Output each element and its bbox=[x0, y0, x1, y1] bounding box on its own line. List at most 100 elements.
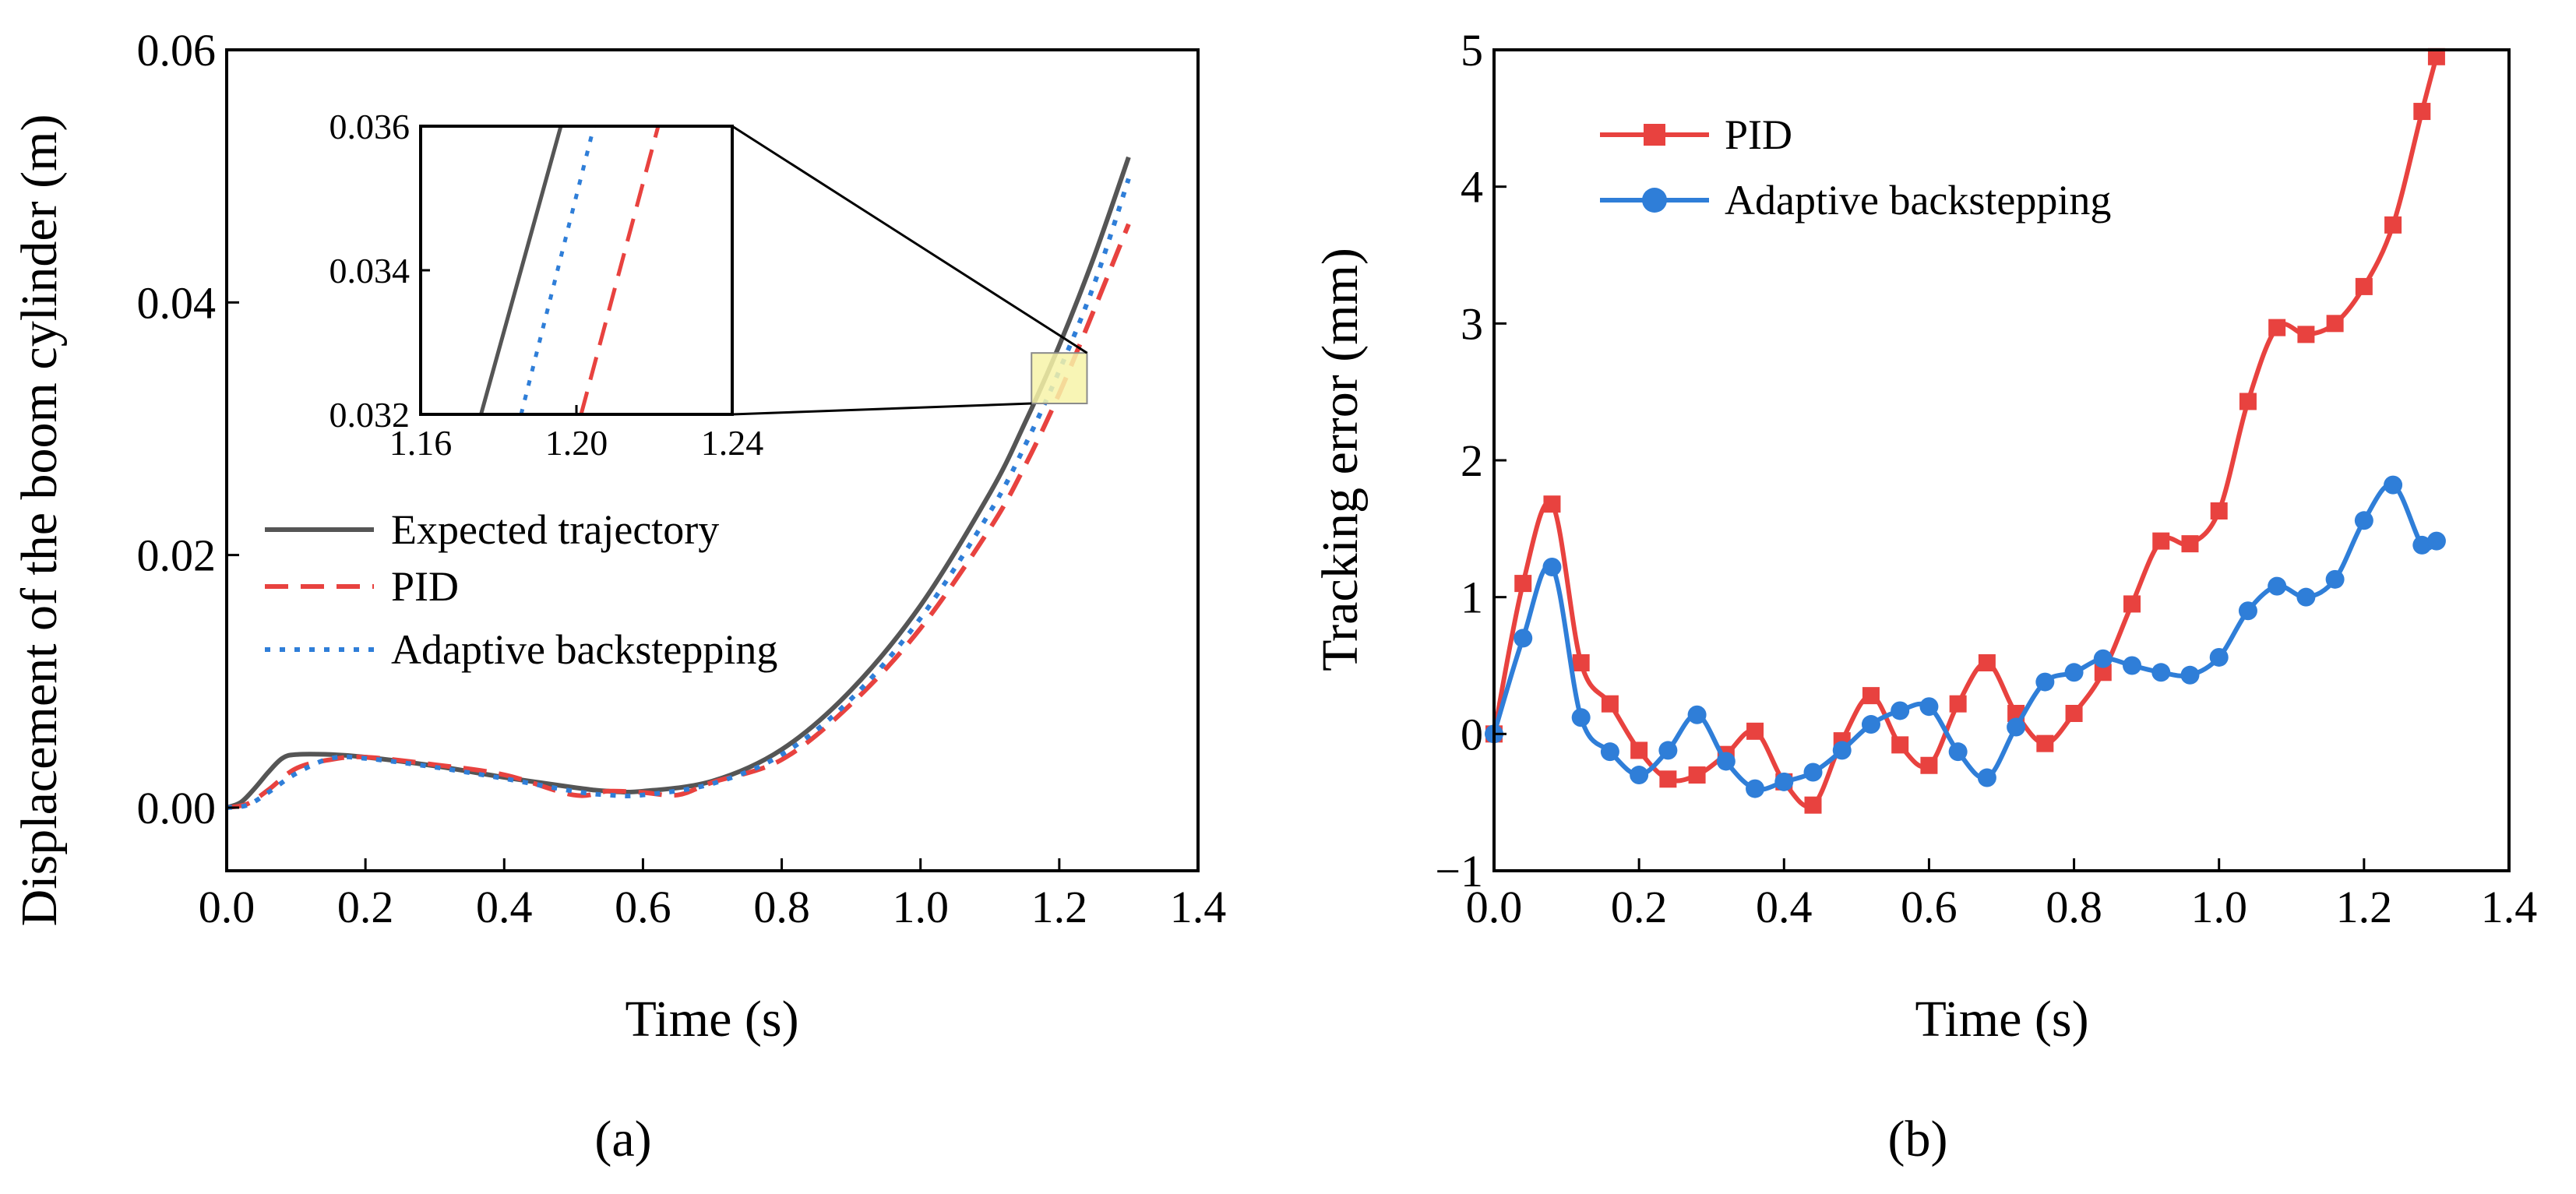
chart-a-x-tick-label: 1.2 bbox=[1031, 882, 1088, 932]
chart-b-point-adaptive-backstepping bbox=[1630, 766, 1649, 785]
chart-b-point-adaptive-backstepping bbox=[2238, 601, 2257, 621]
chart-a-x-tick-label: 0.2 bbox=[337, 882, 394, 932]
chart-b: 0.0 0.2 0.4 0.6 0.8 1.0 1.2 1.4 −1 0 1 2 3 4 5 PID Ad… bbox=[1312, 25, 2537, 1168]
chart-a-inset-lines bbox=[479, 125, 661, 415]
chart-b-point-pid bbox=[1891, 736, 1909, 754]
chart-b-point-adaptive-backstepping bbox=[2325, 569, 2345, 589]
chart-b-point-adaptive-backstepping bbox=[2296, 587, 2316, 607]
chart-b-point-pid bbox=[2181, 535, 2199, 553]
chart-b-point-pid bbox=[2094, 664, 2112, 682]
chart-b-y-ticks: −1 0 1 2 3 4 5 bbox=[1435, 25, 1506, 896]
chart-a-inset-y-tick-label: 0.034 bbox=[329, 251, 411, 291]
chart-b-series bbox=[1485, 48, 2446, 814]
chart-b-point-adaptive-backstepping bbox=[1600, 742, 1619, 762]
chart-a-line-pid bbox=[226, 223, 1131, 810]
chart-b-x-tick-label: 1.4 bbox=[2481, 882, 2538, 932]
chart-b-x-axis-title: Time (s) bbox=[1915, 991, 2088, 1048]
chart-b-point-pid bbox=[2123, 595, 2141, 613]
chart-b-point-adaptive-backstepping bbox=[2384, 475, 2403, 495]
chart-b-x-tick-label: 1.0 bbox=[2190, 882, 2247, 932]
chart-b-point-adaptive-backstepping bbox=[1571, 708, 1591, 727]
chart-b-y-tick-label: −1 bbox=[1435, 846, 1483, 896]
chart-a-series bbox=[225, 156, 1131, 810]
chart-a-x-tick-label: 0.8 bbox=[753, 882, 810, 932]
chart-a-x-tick-label: 1.4 bbox=[1170, 882, 1227, 932]
chart-a-inset-y-tick-label: 0.036 bbox=[329, 107, 411, 146]
chart-a-x-tick-label: 0.0 bbox=[199, 882, 255, 932]
chart-b-point-pid bbox=[2384, 216, 2402, 234]
chart-b-point-adaptive-backstepping bbox=[1891, 701, 1910, 720]
chart-b-point-pid bbox=[2297, 326, 2315, 343]
chart-b-point-pid bbox=[1572, 653, 1590, 671]
legend-b-adaptive-marker bbox=[1642, 188, 1667, 213]
chart-b-point-pid bbox=[1978, 653, 1996, 671]
legend-a-expected-label: Expected trajectory bbox=[391, 506, 719, 553]
chart-b-point-adaptive-backstepping bbox=[1716, 752, 1736, 771]
chart-a-y-tick-label: 0.00 bbox=[137, 783, 217, 833]
chart-b-point-pid bbox=[2413, 103, 2431, 121]
chart-a-x-axis-title: Time (s) bbox=[625, 991, 798, 1048]
chart-b-point-adaptive-backstepping bbox=[1832, 741, 1852, 760]
chart-b-point-adaptive-backstepping bbox=[1861, 715, 1880, 734]
chart-a-y-axis-title: Displacement of the boom cylinder (m) bbox=[11, 114, 68, 927]
chart-b-y-tick-label: 3 bbox=[1461, 298, 1483, 349]
chart-a: 0.0 0.2 0.4 0.6 0.8 1.0 1.2 1.4 0.000.020.040.0… bbox=[11, 25, 1226, 1168]
chart-a-inset-line-adaptive-backstepping bbox=[519, 125, 596, 415]
chart-b-point-pid bbox=[1920, 756, 1938, 774]
chart-b-point-pid bbox=[1543, 495, 1561, 513]
chart-b-line-pid bbox=[1492, 56, 2439, 809]
chart-a-x-ticks: 0.0 0.2 0.4 0.6 0.8 1.0 1.2 1.4 bbox=[199, 858, 1227, 932]
chart-b-point-adaptive-backstepping bbox=[2268, 576, 2287, 596]
chart-b-point-adaptive-backstepping bbox=[1687, 705, 1707, 724]
chart-b-point-pid bbox=[1804, 796, 1822, 814]
panel-b-label: (b) bbox=[1888, 1111, 1948, 1168]
legend-a-adaptive-label: Adaptive backstepping bbox=[391, 626, 777, 673]
legend-a-pid-label: PID bbox=[391, 563, 459, 610]
chart-b-x-tick-label: 0.8 bbox=[2046, 882, 2102, 932]
chart-b-y-tick-label: 1 bbox=[1461, 572, 1483, 623]
chart-a-inset-line-expected-trajectory bbox=[479, 125, 563, 415]
chart-b-point-pid bbox=[1659, 770, 1677, 788]
chart-b-y-tick-label: 2 bbox=[1461, 435, 1483, 486]
chart-b-point-pid bbox=[2036, 734, 2054, 752]
chart-b-point-adaptive-backstepping bbox=[2151, 663, 2171, 682]
chart-a-y-tick-label: 0.02 bbox=[137, 530, 217, 581]
chart-b-point-adaptive-backstepping bbox=[2035, 672, 2055, 692]
chart-b-x-tick-label: 0.4 bbox=[1756, 882, 1813, 932]
chart-b-point-pid bbox=[1949, 695, 1967, 713]
chart-b-point-adaptive-backstepping bbox=[1774, 772, 1794, 791]
chart-a-inset-x-tick-label: 1.16 bbox=[389, 423, 453, 463]
chart-b-point-adaptive-backstepping bbox=[1514, 629, 1533, 648]
chart-a-inset-y-tick-label: 0.032 bbox=[329, 395, 411, 435]
chart-b-point-pid bbox=[2427, 48, 2445, 65]
chart-a-y-tick-label: 0.04 bbox=[137, 277, 217, 328]
chart-a-zoom-box bbox=[1031, 352, 1088, 405]
chart-b-x-tick-label: 0.0 bbox=[1466, 882, 1523, 932]
chart-a-inset-background bbox=[421, 126, 732, 414]
panel-a-label: (a) bbox=[594, 1111, 651, 1168]
legend-b-adaptive-label: Adaptive backstepping bbox=[1725, 177, 2111, 224]
chart-a-inset: 1.16 1.20 1.24 0.032 0.034 0.036 bbox=[329, 107, 764, 463]
chart-b-x-tick-label: 0.2 bbox=[1611, 882, 1668, 932]
chart-b-point-pid bbox=[2152, 532, 2170, 550]
chart-b-point-pid bbox=[1601, 695, 1619, 713]
chart-b-point-pid bbox=[1862, 687, 1880, 705]
chart-b-point-adaptive-backstepping bbox=[1542, 558, 1562, 577]
chart-b-point-adaptive-backstepping bbox=[1948, 742, 1968, 762]
chart-b-point-pid bbox=[1746, 722, 1764, 740]
chart-b-y-tick-label: 5 bbox=[1461, 25, 1483, 76]
chart-a-inset-line-pid bbox=[579, 125, 661, 415]
chart-b-point-pid bbox=[1688, 766, 1706, 784]
chart-b-point-adaptive-backstepping bbox=[2209, 647, 2229, 667]
chart-b-point-adaptive-backstepping bbox=[2093, 649, 2113, 668]
chart-a-plot-frame bbox=[225, 48, 1200, 872]
chart-b-point-adaptive-backstepping bbox=[1803, 763, 1823, 782]
chart-a-y-ticks: 0.00 0.02 0.04 0.06 bbox=[137, 25, 239, 833]
chart-a-x-tick-label: 1.0 bbox=[892, 882, 949, 932]
chart-a-x-tick-label: 0.4 bbox=[476, 882, 533, 932]
legend-b-pid-marker bbox=[1644, 124, 1665, 146]
chart-b-point-pid bbox=[2239, 393, 2257, 410]
chart-a-zoom-connector-bottom bbox=[731, 402, 1032, 416]
chart-b-point-adaptive-backstepping bbox=[1658, 741, 1678, 760]
